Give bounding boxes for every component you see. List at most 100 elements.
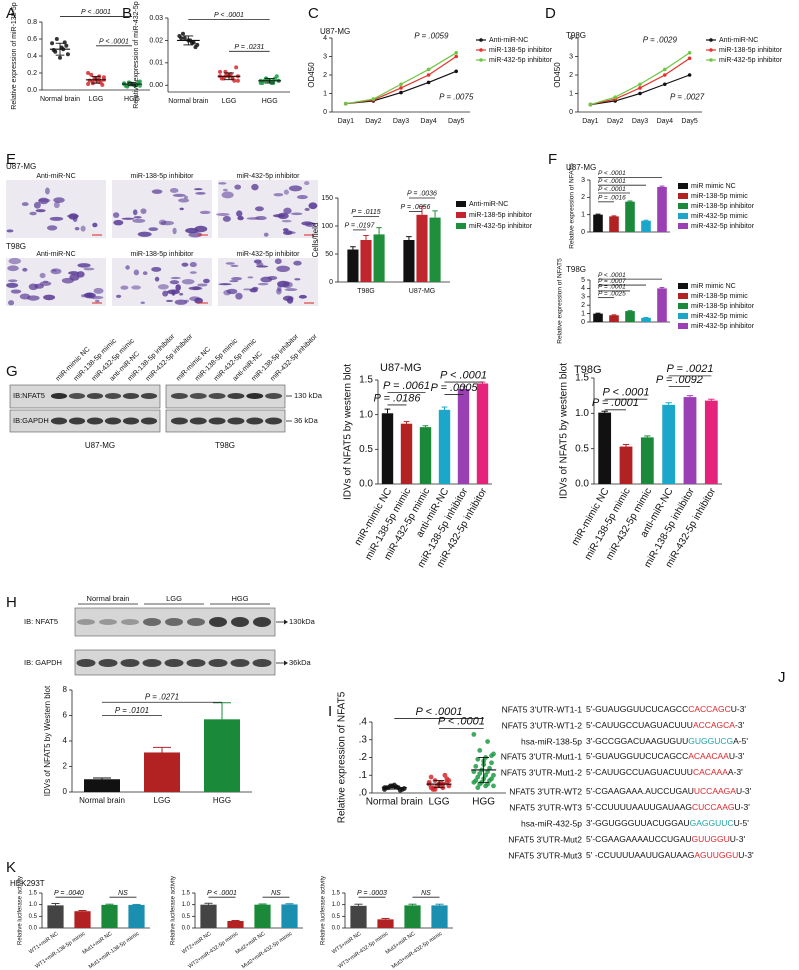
cell	[298, 294, 307, 299]
panel-label: A	[6, 5, 16, 22]
blot-frame	[9, 384, 161, 409]
sequence-part: U-3'	[735, 802, 751, 812]
panel-label: B	[122, 5, 132, 22]
bar	[429, 217, 441, 282]
point	[477, 781, 483, 787]
band	[104, 393, 122, 399]
point	[62, 40, 67, 45]
chart-title: U87-MG	[566, 163, 596, 172]
annotation: P = .0231	[234, 44, 264, 51]
y-axis-label: IDVs of NFAT5 by western blot	[559, 363, 570, 499]
x-tick-label: HGG	[124, 96, 140, 103]
cell	[93, 287, 104, 294]
annotation: P < .0001	[207, 890, 237, 897]
legend-label: miR-432-5p mimic	[691, 213, 748, 220]
bar	[419, 427, 432, 484]
annotation: P < .0001	[598, 178, 626, 185]
x-tick-label: Normal brain	[79, 796, 125, 805]
group-label: Normal brain	[87, 594, 130, 603]
micrograph	[218, 180, 318, 238]
bar	[593, 313, 603, 322]
point	[179, 36, 184, 41]
panel-label: K	[6, 859, 16, 876]
legend-marker	[709, 58, 713, 62]
bar	[640, 437, 654, 484]
cell	[222, 215, 231, 222]
point	[477, 748, 483, 753]
bar	[227, 921, 244, 928]
cell	[234, 184, 242, 190]
point	[487, 778, 492, 783]
legend-label: miR-138-5p mimic	[691, 193, 748, 200]
cell	[80, 225, 86, 232]
cell	[226, 288, 238, 295]
legend-swatch	[678, 313, 688, 319]
marker	[426, 67, 431, 72]
band	[142, 659, 162, 667]
annotation: P < .0001	[598, 170, 626, 177]
cell	[252, 286, 259, 291]
y-axis-label: Relative luciferase activity	[171, 876, 177, 945]
y-tick-label: .1	[359, 770, 368, 781]
x-tick-label: Mut2+miR-432-5p mimic	[241, 931, 294, 970]
cell	[132, 218, 146, 223]
sequence-part: 5'-CGAAGAAAAUCCUGAU	[586, 834, 692, 844]
cell	[175, 284, 181, 291]
y-tick-label: 0.01	[149, 60, 163, 67]
cell	[148, 227, 159, 232]
x-tick-label: HGG	[213, 796, 231, 805]
band	[208, 417, 226, 425]
y-tick-label: 0.02	[149, 37, 163, 44]
y-tick-label: 1.0	[332, 902, 341, 908]
cell	[283, 230, 293, 236]
band	[165, 618, 183, 626]
band-label: IB:GAPDH	[13, 416, 49, 425]
point	[191, 40, 196, 45]
y-tick-label: 0.6	[27, 36, 37, 43]
bar	[657, 186, 667, 232]
y-tick-label: 5	[581, 277, 585, 284]
band	[98, 659, 118, 667]
cell	[7, 265, 19, 272]
sequence: 5'-CAUUGCCUAGUACUUUACCAGCA-3'	[586, 720, 745, 730]
x-tick-label: LGG	[428, 797, 449, 808]
bar	[619, 446, 633, 484]
band	[186, 659, 206, 667]
y-axis-label: Relative expression of NFAT5	[557, 258, 564, 344]
marker	[344, 101, 348, 106]
sequence-name: NFAT5 3'UTR-WT1-2	[502, 720, 583, 730]
cell	[184, 299, 190, 303]
y-axis-label: Cells/field	[311, 223, 320, 258]
chart-title: U87-MG	[320, 27, 350, 36]
sequence-part: 5'-GUAUGGUUCUCAGCC	[586, 704, 688, 714]
y-tick-label: 0	[323, 109, 327, 116]
bar	[360, 240, 372, 282]
annotation: P = .0271	[145, 693, 179, 702]
y-tick-label: 0.5	[29, 914, 38, 920]
band	[252, 659, 272, 667]
cell	[304, 181, 310, 186]
size-label: 36kDa	[289, 658, 312, 667]
image-row-label: T98G	[6, 242, 26, 251]
sequence-name: hsa-miR-432-5p	[521, 818, 582, 828]
y-tick-label: 0.0	[182, 926, 191, 932]
band	[208, 393, 226, 399]
cell	[133, 269, 140, 276]
y-axis-label: Relative expression of miR-432-5p	[133, 1, 140, 108]
y-tick-label: 3	[323, 53, 327, 60]
cell	[151, 266, 162, 272]
cell	[294, 278, 301, 281]
bar	[431, 905, 448, 928]
cell	[92, 222, 98, 228]
band	[189, 417, 207, 425]
point	[491, 783, 496, 789]
y-tick-label: 1.5	[359, 375, 373, 386]
band	[143, 618, 161, 626]
band-label: IB:NFAT5	[13, 391, 45, 400]
bar	[84, 779, 120, 792]
cell	[131, 285, 141, 290]
cell	[6, 229, 14, 233]
sequence: 5'-CGAAGAAAAUCCUGAUGUUGGUU-3'	[586, 834, 745, 844]
point	[485, 739, 490, 744]
legend-label: miR-432-5p inhibitor	[469, 223, 533, 230]
